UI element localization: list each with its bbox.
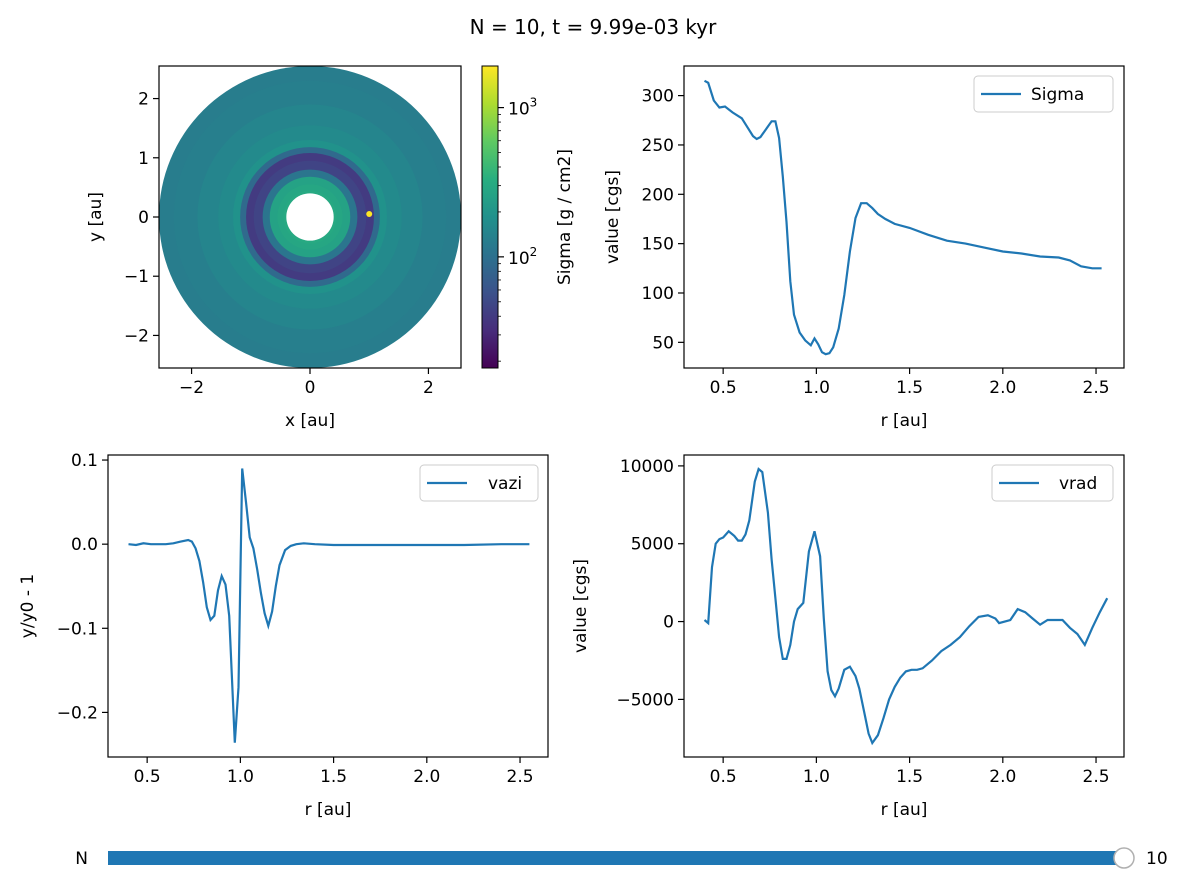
y-tick-label: 50 (652, 333, 674, 353)
x-tick-label: 2.0 (413, 767, 440, 787)
y-tick-label: 200 (642, 185, 674, 205)
x-tick-label: 1.0 (803, 767, 830, 787)
sigma-profile-xlabel: r [au] (881, 411, 928, 431)
legend-sigma-label: Sigma (1031, 85, 1084, 105)
sigma-profile-frame (683, 65, 1125, 369)
y-tick-label: −2 (124, 326, 149, 346)
x-tick-label: 2.0 (989, 378, 1016, 398)
x-tick-label: 0 (305, 378, 316, 398)
figure-title: N = 10, t = 9.99e-03 kyr (470, 15, 717, 39)
y-tick-label: −1 (124, 267, 149, 287)
x-tick-label: 1.5 (896, 767, 923, 787)
vrad-legend: vrad (991, 464, 1114, 502)
x-tick-label: 1.5 (896, 378, 923, 398)
vazi-profile-xlabel: r [au] (305, 800, 352, 820)
disk-inner-hole (286, 193, 334, 241)
y-tick-label: 300 (642, 87, 674, 107)
y-tick-label: 250 (642, 136, 674, 156)
x-tick-label: 0.5 (710, 378, 737, 398)
slider-handle[interactable] (1113, 847, 1135, 869)
y-tick-label: 2 (138, 90, 149, 110)
sigma-profile-panel: 0.5 1.0 1.5 2.0 2.5 50 100 150 200 250 300 Sigma r… (603, 65, 1125, 431)
vazi-legend: vazi (419, 464, 539, 502)
y-tick-label: −0.1 (57, 619, 98, 639)
colorbar-tick-label: 102 (508, 245, 537, 269)
y-tick-label: 10000 (620, 457, 674, 477)
sigma-colorbar: 103 102 Sigma [g / cm2] (481, 65, 575, 369)
x-tick-label: 1.0 (803, 378, 830, 398)
y-tick-label: 0 (663, 613, 674, 633)
y-tick-label: −0.2 (57, 703, 98, 723)
colorbar-gradient (481, 65, 499, 369)
sigma-map-xlabel: x [au] (285, 411, 335, 431)
x-tick-label: 2 (423, 378, 434, 398)
vrad-series-line (703, 467, 1109, 746)
y-tick-label: 5000 (631, 535, 674, 555)
slider-fill (108, 851, 1124, 865)
y-tick-label: 0 (138, 208, 149, 228)
vazi-series-line (128, 468, 530, 743)
sigma-profile-ylabel: value [cgs] (603, 170, 623, 264)
x-tick-label: 2.5 (507, 767, 534, 787)
vazi-profile-panel: 0.5 1.0 1.5 2.0 2.5 0.1 0.0 −0.1 −0.2 vazi r [au… (18, 451, 549, 820)
sigma-series-line (703, 79, 1102, 356)
y-tick-label: 1 (138, 149, 149, 169)
vrad-profile-frame (683, 454, 1125, 758)
vrad-profile-ylabel: value [cgs] (571, 559, 591, 653)
sigma-map-image (159, 66, 461, 368)
x-tick-label: 0.5 (134, 767, 161, 787)
n-slider[interactable]: N 10 (75, 847, 1168, 869)
x-tick-label: 0.5 (710, 767, 737, 787)
x-tick-label: −2 (179, 378, 204, 398)
x-tick-label: 1.0 (227, 767, 254, 787)
sigma-map-panel: −2 0 2 2 1 0 −1 −2 x [au] y [au] (86, 65, 462, 431)
sigma-legend: Sigma (973, 75, 1114, 113)
x-tick-label: 2.0 (989, 767, 1016, 787)
colorbar-label: Sigma [g / cm2] (555, 149, 575, 285)
y-tick-label: 0.0 (71, 535, 98, 555)
colorbar-tick-label: 103 (508, 96, 537, 120)
planet-marker (366, 211, 373, 218)
vrad-profile-panel: 0.5 1.0 1.5 2.0 2.5 10000 5000 0 −5000 vrad r [a… (571, 454, 1125, 820)
x-tick-label: 2.5 (1083, 378, 1110, 398)
legend-vrad-label: vrad (1059, 474, 1097, 494)
slider-value: 10 (1146, 849, 1168, 869)
vazi-profile-frame (107, 454, 549, 758)
y-tick-label: 150 (642, 235, 674, 255)
vrad-profile-xlabel: r [au] (881, 800, 928, 820)
vazi-profile-ylabel: y/y0 - 1 (18, 574, 38, 638)
y-tick-label: −5000 (616, 690, 674, 710)
legend-vazi-label: vazi (488, 474, 522, 494)
y-tick-label: 100 (642, 284, 674, 304)
y-tick-label: 0.1 (71, 451, 98, 471)
slider-label: N (75, 849, 88, 869)
x-tick-label: 2.5 (1083, 767, 1110, 787)
x-tick-label: 1.5 (320, 767, 347, 787)
sigma-map-ylabel: y [au] (86, 192, 106, 242)
